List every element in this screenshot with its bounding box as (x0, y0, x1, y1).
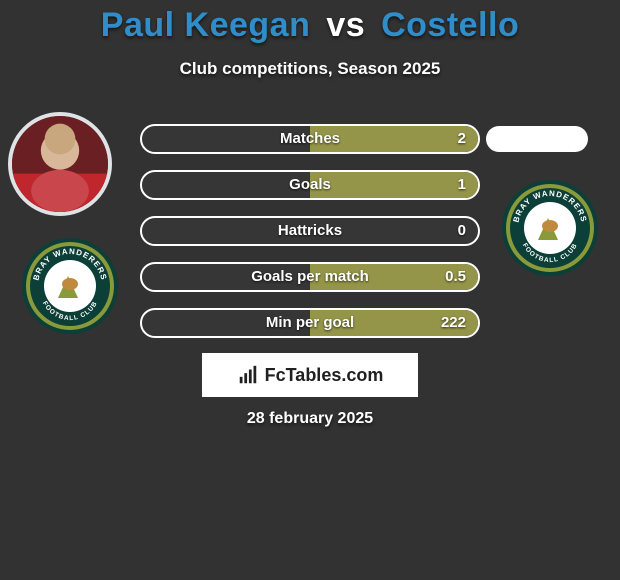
stat-value-right: 222 (441, 310, 466, 336)
player1-name: Paul Keegan (101, 6, 311, 44)
stat-label: Goals per match (142, 264, 478, 290)
stat-label: Goals (142, 172, 478, 198)
stat-row-goals: Goals 1 (140, 170, 480, 200)
stat-value-right: 0.5 (445, 264, 466, 290)
vs-text: vs (320, 6, 371, 44)
date-text: 28 february 2025 (0, 410, 620, 428)
stat-value-right: 0 (458, 218, 466, 244)
stat-row-min-per-goal: Min per goal 222 (140, 308, 480, 338)
stat-row-matches: Matches 2 (140, 124, 480, 154)
player1-photo (8, 112, 112, 216)
stat-value-right: 1 (458, 172, 466, 198)
stat-row-hattricks: Hattricks 0 (140, 216, 480, 246)
player2-name: Costello (381, 6, 519, 44)
stat-value-right: 2 (458, 126, 466, 152)
crest-svg: BRAY WANDERERS FOOTBALL CLUB (20, 236, 120, 336)
player2-club-crest: BRAY WANDERERS FOOTBALL CLUB (500, 178, 600, 278)
player1-photo-svg (12, 116, 108, 212)
subtitle: Club competitions, Season 2025 (0, 59, 620, 79)
stats-container: Matches 2 Goals 1 Hattricks 0 Goals per … (140, 124, 480, 354)
player2-photo (486, 126, 588, 152)
watermark-text: FcTables.com (265, 365, 384, 386)
stat-label: Matches (142, 126, 478, 152)
player1-club-crest: BRAY WANDERERS FOOTBALL CLUB (20, 236, 120, 336)
chart-icon (237, 364, 259, 386)
stat-label: Min per goal (142, 310, 478, 336)
page-title: Paul Keegan vs Costello (0, 0, 620, 45)
crest-svg: BRAY WANDERERS FOOTBALL CLUB (500, 178, 600, 278)
stat-row-goals-per-match: Goals per match 0.5 (140, 262, 480, 292)
stat-label: Hattricks (142, 218, 478, 244)
watermark: FcTables.com (202, 353, 418, 397)
